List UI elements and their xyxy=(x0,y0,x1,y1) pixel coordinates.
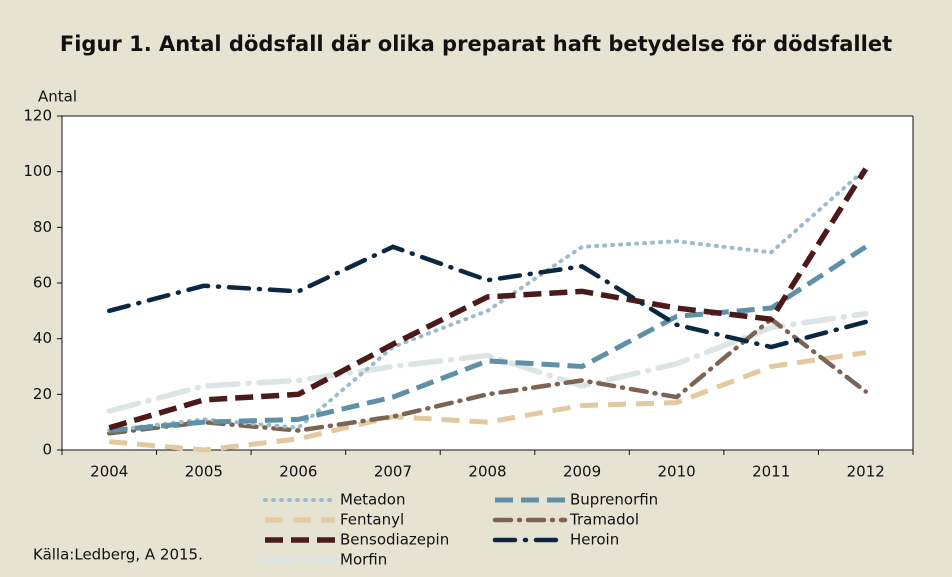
plot-area xyxy=(62,116,913,450)
legend-label: Tramadol xyxy=(569,511,639,529)
x-tick-label: 2012 xyxy=(847,463,885,481)
y-tick-label: 80 xyxy=(33,218,52,236)
x-tick-label: 2006 xyxy=(279,463,317,481)
y-tick-label: 100 xyxy=(23,162,52,180)
x-tick-label: 2009 xyxy=(563,463,601,481)
series-line xyxy=(109,350,867,453)
x-tick-label: 2007 xyxy=(374,463,412,481)
x-tick-label: 2010 xyxy=(658,463,696,481)
legend-label: Fentanyl xyxy=(340,511,404,529)
legend-label: Buprenorfin xyxy=(570,491,658,509)
x-tick-label: 2008 xyxy=(468,463,506,481)
y-axis-label: Antal xyxy=(38,88,77,106)
series-line xyxy=(107,166,868,433)
series-line xyxy=(107,244,868,350)
legend-label: Bensodiazepin xyxy=(340,531,449,549)
x-tick-label: 2011 xyxy=(752,463,790,481)
series-line xyxy=(108,167,869,431)
legend-label: Morfin xyxy=(340,551,387,569)
x-tick-label: 2004 xyxy=(90,463,128,481)
y-tick-label: 120 xyxy=(23,107,52,125)
series-line xyxy=(106,310,869,414)
y-tick-label: 20 xyxy=(33,385,52,403)
series-line xyxy=(109,244,868,434)
chart-title: Figur 1. Antal dödsfall där olika prepar… xyxy=(60,32,892,56)
legend-label: Metadon xyxy=(340,491,405,509)
y-tick-label: 40 xyxy=(33,329,52,347)
source: Källa:Ledberg, A 2015. xyxy=(33,546,203,564)
x-tick-label: 2005 xyxy=(185,463,223,481)
legend-label: Heroin xyxy=(570,531,619,549)
y-tick-label: 0 xyxy=(42,441,52,459)
y-tick-label: 60 xyxy=(33,274,52,292)
